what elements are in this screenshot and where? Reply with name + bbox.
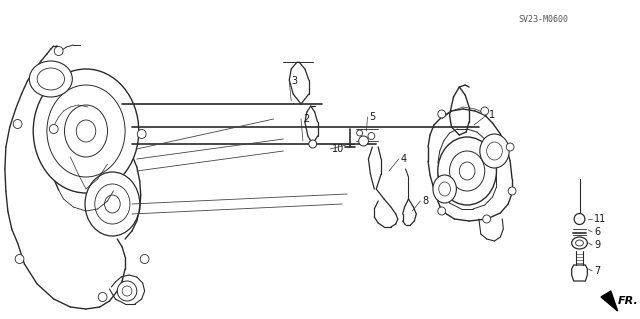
Circle shape xyxy=(368,132,375,139)
Ellipse shape xyxy=(85,172,140,236)
Ellipse shape xyxy=(480,134,509,168)
Circle shape xyxy=(49,124,58,133)
Circle shape xyxy=(508,187,516,195)
Ellipse shape xyxy=(76,120,96,142)
Text: 4: 4 xyxy=(401,154,407,164)
Text: 1: 1 xyxy=(488,110,495,120)
Circle shape xyxy=(309,140,317,148)
Text: 2: 2 xyxy=(303,114,309,124)
Ellipse shape xyxy=(117,281,137,301)
Circle shape xyxy=(481,107,488,115)
Circle shape xyxy=(483,215,491,223)
Circle shape xyxy=(13,120,22,129)
Ellipse shape xyxy=(95,184,130,224)
Circle shape xyxy=(98,293,107,301)
Ellipse shape xyxy=(449,151,484,191)
Ellipse shape xyxy=(439,182,451,196)
Text: 8: 8 xyxy=(422,196,428,206)
Ellipse shape xyxy=(33,69,139,193)
Text: 9: 9 xyxy=(594,240,600,250)
Circle shape xyxy=(138,130,146,138)
Ellipse shape xyxy=(65,105,108,157)
Ellipse shape xyxy=(37,68,65,90)
Polygon shape xyxy=(601,291,618,311)
Ellipse shape xyxy=(486,142,502,160)
Text: SV23-M0600: SV23-M0600 xyxy=(518,14,568,24)
Text: 11: 11 xyxy=(594,214,607,224)
Circle shape xyxy=(54,47,63,56)
Text: 6: 6 xyxy=(594,227,600,237)
Text: 3: 3 xyxy=(291,76,298,86)
Text: 10: 10 xyxy=(332,144,344,154)
Ellipse shape xyxy=(29,61,72,97)
Circle shape xyxy=(506,143,514,151)
Ellipse shape xyxy=(122,286,132,296)
Circle shape xyxy=(140,255,149,263)
Ellipse shape xyxy=(47,85,125,177)
Ellipse shape xyxy=(104,195,120,213)
Ellipse shape xyxy=(575,240,584,246)
Text: 7: 7 xyxy=(594,266,600,276)
Polygon shape xyxy=(572,265,588,281)
Ellipse shape xyxy=(460,162,475,180)
Text: FR.: FR. xyxy=(618,296,638,306)
Circle shape xyxy=(15,255,24,263)
Ellipse shape xyxy=(572,237,588,249)
Circle shape xyxy=(574,213,585,225)
Circle shape xyxy=(358,136,369,146)
Ellipse shape xyxy=(433,175,456,203)
Circle shape xyxy=(438,110,445,118)
Circle shape xyxy=(438,207,445,215)
Ellipse shape xyxy=(438,137,497,205)
Text: 5: 5 xyxy=(369,112,376,122)
Circle shape xyxy=(356,130,363,136)
